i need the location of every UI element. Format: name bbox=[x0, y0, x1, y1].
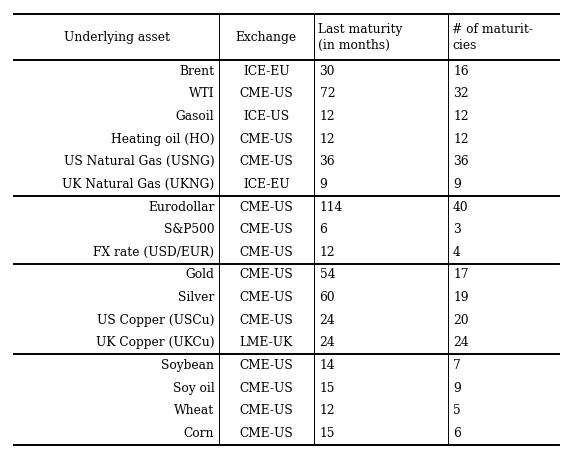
Text: 60: 60 bbox=[320, 291, 335, 304]
Text: Wheat: Wheat bbox=[174, 405, 214, 417]
Text: 15: 15 bbox=[320, 382, 335, 395]
Text: 12: 12 bbox=[453, 133, 468, 145]
Text: 3: 3 bbox=[453, 223, 461, 236]
Text: Heating oil (HO): Heating oil (HO) bbox=[111, 133, 214, 145]
Text: 14: 14 bbox=[320, 359, 335, 372]
Text: Gasoil: Gasoil bbox=[176, 110, 214, 123]
Text: Soy oil: Soy oil bbox=[173, 382, 214, 395]
Text: 7: 7 bbox=[453, 359, 461, 372]
Text: 9: 9 bbox=[453, 382, 461, 395]
Text: 114: 114 bbox=[320, 201, 343, 213]
Text: 5: 5 bbox=[453, 405, 461, 417]
Text: CME-US: CME-US bbox=[240, 359, 293, 372]
Text: ICE-EU: ICE-EU bbox=[243, 178, 290, 191]
Text: 6: 6 bbox=[320, 223, 327, 236]
Text: 15: 15 bbox=[320, 427, 335, 440]
Text: 9: 9 bbox=[320, 178, 327, 191]
Text: WTI: WTI bbox=[189, 87, 214, 100]
Text: 30: 30 bbox=[320, 65, 335, 77]
Text: Silver: Silver bbox=[178, 291, 214, 304]
Text: 24: 24 bbox=[320, 337, 335, 349]
Text: CME-US: CME-US bbox=[240, 405, 293, 417]
Text: 36: 36 bbox=[320, 155, 335, 168]
Text: US Natural Gas (USNG): US Natural Gas (USNG) bbox=[63, 155, 214, 168]
Text: 20: 20 bbox=[453, 314, 468, 327]
Text: Underlying asset: Underlying asset bbox=[63, 31, 169, 43]
Text: ICE-EU: ICE-EU bbox=[243, 65, 290, 77]
Text: Gold: Gold bbox=[185, 269, 214, 281]
Text: LME-UK: LME-UK bbox=[240, 337, 293, 349]
Text: CME-US: CME-US bbox=[240, 155, 293, 168]
Text: 32: 32 bbox=[453, 87, 468, 100]
Text: US Copper (USCu): US Copper (USCu) bbox=[97, 314, 214, 327]
Text: 12: 12 bbox=[320, 405, 335, 417]
Text: CME-US: CME-US bbox=[240, 201, 293, 213]
Text: CME-US: CME-US bbox=[240, 382, 293, 395]
Text: CME-US: CME-US bbox=[240, 427, 293, 440]
Text: CME-US: CME-US bbox=[240, 133, 293, 145]
Text: 54: 54 bbox=[320, 269, 335, 281]
Text: 72: 72 bbox=[320, 87, 335, 100]
Text: CME-US: CME-US bbox=[240, 223, 293, 236]
Text: Corn: Corn bbox=[184, 427, 214, 440]
Text: 12: 12 bbox=[453, 110, 468, 123]
Text: 40: 40 bbox=[453, 201, 468, 213]
Text: CME-US: CME-US bbox=[240, 291, 293, 304]
Text: 17: 17 bbox=[453, 269, 468, 281]
Text: 24: 24 bbox=[320, 314, 335, 327]
Text: Brent: Brent bbox=[179, 65, 214, 77]
Text: 12: 12 bbox=[320, 110, 335, 123]
Text: 9: 9 bbox=[453, 178, 461, 191]
Text: Soybean: Soybean bbox=[161, 359, 214, 372]
Text: UK Natural Gas (UKNG): UK Natural Gas (UKNG) bbox=[62, 178, 214, 191]
Text: CME-US: CME-US bbox=[240, 246, 293, 259]
Text: CME-US: CME-US bbox=[240, 269, 293, 281]
Text: 36: 36 bbox=[453, 155, 468, 168]
Text: 19: 19 bbox=[453, 291, 468, 304]
Text: 12: 12 bbox=[320, 246, 335, 259]
Text: Last maturity
(in months): Last maturity (in months) bbox=[319, 23, 403, 52]
Text: Exchange: Exchange bbox=[236, 31, 297, 43]
Text: FX rate (USD/EUR): FX rate (USD/EUR) bbox=[93, 246, 214, 259]
Text: UK Copper (UKCu): UK Copper (UKCu) bbox=[96, 337, 214, 349]
Text: 24: 24 bbox=[453, 337, 469, 349]
Text: Eurodollar: Eurodollar bbox=[148, 201, 214, 213]
Text: 16: 16 bbox=[453, 65, 468, 77]
Text: S&P500: S&P500 bbox=[164, 223, 214, 236]
Text: ICE-US: ICE-US bbox=[243, 110, 289, 123]
Text: CME-US: CME-US bbox=[240, 87, 293, 100]
Text: CME-US: CME-US bbox=[240, 314, 293, 327]
Text: 12: 12 bbox=[320, 133, 335, 145]
Text: # of maturit-
cies: # of maturit- cies bbox=[452, 23, 533, 52]
Text: 6: 6 bbox=[453, 427, 461, 440]
Text: 4: 4 bbox=[453, 246, 461, 259]
